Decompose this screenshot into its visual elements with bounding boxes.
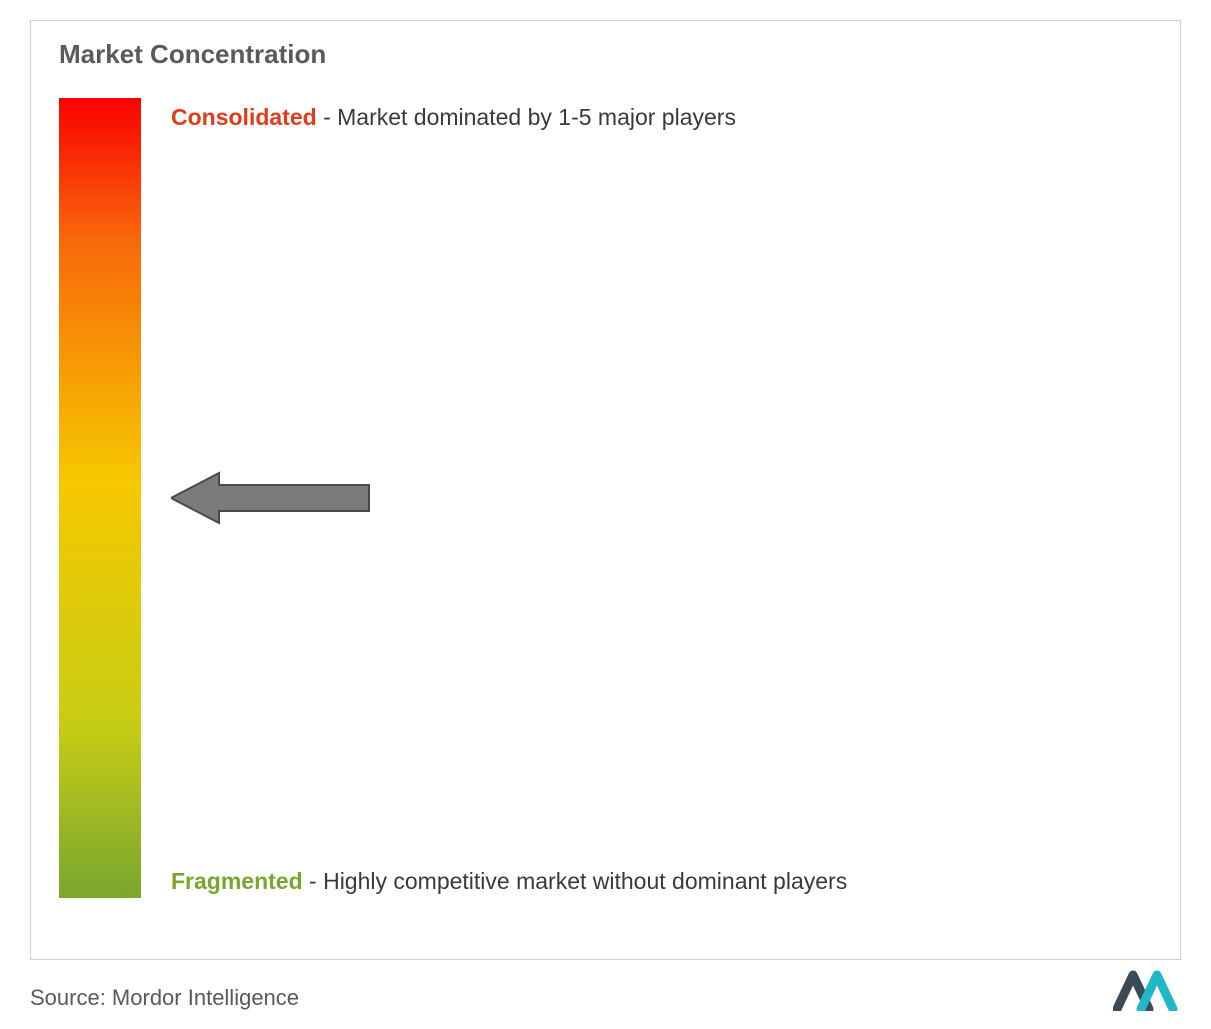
infographic-title: Market Concentration (59, 39, 1152, 70)
source-attribution: Source: Mordor Intelligence (30, 985, 299, 1011)
position-indicator (171, 471, 371, 525)
consolidated-highlight: Consolidated (171, 104, 317, 130)
consolidated-label: Consolidated - Market dominated by 1-5 m… (171, 102, 736, 133)
fragmented-highlight: Fragmented (171, 868, 303, 894)
footer: Source: Mordor Intelligence (30, 965, 1181, 1011)
labels-column: Consolidated - Market dominated by 1-5 m… (171, 98, 1152, 898)
arrow-left-icon (171, 471, 371, 525)
content-row: Consolidated - Market dominated by 1-5 m… (59, 98, 1152, 918)
consolidated-description: - Market dominated by 1-5 major players (323, 104, 736, 130)
fragmented-label: Fragmented - Highly competitive market w… (171, 864, 847, 899)
infographic-container: Market Concentration Consolidated - Mark… (30, 20, 1181, 960)
fragmented-description: - Highly competitive market without domi… (309, 868, 847, 894)
concentration-gradient-bar (59, 98, 141, 898)
mordor-logo-icon (1113, 965, 1181, 1011)
